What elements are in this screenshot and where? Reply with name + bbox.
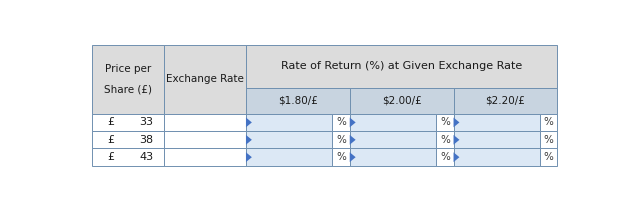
Polygon shape	[453, 118, 460, 127]
Bar	[350, 131, 436, 148]
Text: %: %	[336, 117, 346, 127]
Text: 43: 43	[139, 152, 153, 162]
Bar	[540, 131, 558, 148]
Bar	[350, 88, 453, 114]
Text: 38: 38	[139, 135, 153, 145]
Text: £: £	[107, 135, 115, 145]
Polygon shape	[453, 135, 460, 145]
Bar	[540, 114, 558, 131]
Bar	[164, 45, 246, 114]
Text: %: %	[440, 135, 450, 145]
Bar	[91, 45, 164, 114]
Text: Rate of Return (%) at Given Exchange Rate: Rate of Return (%) at Given Exchange Rat…	[281, 62, 522, 71]
Polygon shape	[246, 152, 252, 162]
Text: %: %	[544, 117, 554, 127]
Bar	[436, 114, 453, 131]
Text: %: %	[544, 152, 554, 162]
Bar	[91, 148, 164, 166]
Text: £: £	[107, 152, 115, 162]
Polygon shape	[453, 152, 460, 162]
Text: Price per: Price per	[105, 64, 151, 74]
Bar	[246, 45, 558, 88]
Bar	[436, 131, 453, 148]
Text: %: %	[440, 152, 450, 162]
Bar	[91, 114, 164, 131]
Text: %: %	[440, 117, 450, 127]
Bar	[350, 114, 436, 131]
Bar	[540, 148, 558, 166]
Text: %: %	[336, 135, 346, 145]
Text: $2.20/£: $2.20/£	[486, 96, 525, 106]
Bar	[246, 88, 350, 114]
Text: $2.00/£: $2.00/£	[382, 96, 422, 106]
Text: %: %	[336, 152, 346, 162]
Text: %: %	[544, 135, 554, 145]
Bar	[333, 114, 350, 131]
Polygon shape	[246, 135, 252, 145]
Bar	[91, 131, 164, 148]
Text: Share (£): Share (£)	[104, 85, 152, 94]
Text: 33: 33	[139, 117, 153, 127]
Bar	[436, 148, 453, 166]
Text: Exchange Rate: Exchange Rate	[166, 74, 244, 84]
Bar	[453, 131, 540, 148]
Polygon shape	[350, 152, 356, 162]
Bar	[164, 131, 246, 148]
Bar	[164, 148, 246, 166]
Polygon shape	[350, 135, 356, 145]
Bar	[350, 148, 436, 166]
Polygon shape	[350, 118, 356, 127]
Bar	[246, 114, 333, 131]
Bar	[453, 148, 540, 166]
Bar	[453, 88, 558, 114]
Bar	[164, 114, 246, 131]
Bar	[453, 114, 540, 131]
Bar	[246, 148, 333, 166]
Bar	[333, 131, 350, 148]
Text: £: £	[107, 117, 115, 127]
Polygon shape	[246, 118, 252, 127]
Bar	[246, 131, 333, 148]
Text: $1.80/£: $1.80/£	[278, 96, 318, 106]
Bar	[333, 148, 350, 166]
